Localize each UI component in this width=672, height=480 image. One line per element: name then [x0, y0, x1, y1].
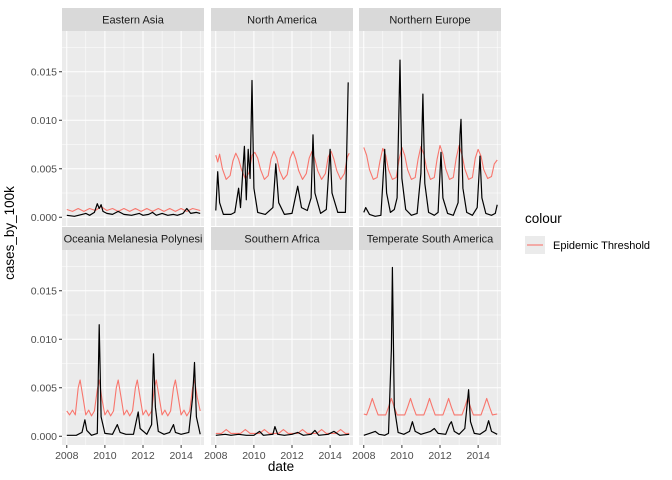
- y-tick-label: 0.015: [31, 66, 57, 78]
- x-tick-label: 2010: [242, 450, 266, 462]
- x-tick-label: 2008: [352, 450, 376, 462]
- legend-title: colour: [525, 211, 562, 226]
- panel-background: [211, 31, 353, 226]
- x-tick-label: 2010: [93, 450, 117, 462]
- facet-strip: [359, 227, 501, 250]
- panel-background: [62, 31, 204, 226]
- x-tick-label: 2012: [131, 450, 155, 462]
- series-line-epidemic-threshold: [66, 206, 201, 212]
- series-line-epidemic-threshold: [215, 150, 350, 180]
- y-axis-title: cases_by_100k: [2, 186, 17, 280]
- facet-panels: Eastern Asia North America Northern Europe…: [62, 8, 501, 445]
- facet-eastern-asia: Eastern Asia: [62, 8, 204, 226]
- y-tick-label: 0.005: [31, 163, 57, 175]
- axes: 0.000 0.005 0.010 0.015 0.000 0.005 0.010 0.015…: [31, 66, 490, 462]
- facet-strip: [211, 227, 353, 250]
- x-tick-label: 2014: [466, 450, 490, 462]
- facet-strip-label: North America: [247, 15, 318, 27]
- y-tick-label: 0.000: [31, 431, 57, 443]
- x-tick-label: 2010: [390, 450, 414, 462]
- facet-strip: [62, 227, 204, 250]
- y-tick-label: 0.005: [31, 382, 57, 394]
- facet-strip: [62, 8, 204, 31]
- facet-strip: [359, 8, 501, 31]
- facet-strip-label: Southern Africa: [244, 234, 320, 246]
- facet-northern-europe: Northern Europe: [359, 8, 501, 226]
- series-line-cases: [215, 426, 350, 436]
- legend-label-epidemic-threshold: Epidemic Threshold: [553, 240, 650, 252]
- x-tick-label: 2012: [280, 450, 304, 462]
- series-line-cases: [66, 324, 201, 436]
- y-tick-label: 0.015: [31, 285, 57, 297]
- series-line-cases: [363, 266, 498, 436]
- facet-strip-label: Northern Europe: [389, 15, 470, 27]
- x-tick-label: 2014: [318, 450, 342, 462]
- series-line-cases: [363, 59, 498, 217]
- facet-north-america: North America: [211, 8, 353, 226]
- panel-background: [62, 250, 204, 445]
- y-tick-label: 0.000: [31, 212, 57, 224]
- series-line-cases: [66, 203, 201, 217]
- facet-strip-label: Eastern Asia: [102, 15, 165, 27]
- series-line-epidemic-threshold: [363, 397, 498, 416]
- facet-oceania-melanesia-polynesi: Oceania Melanesia Polynesi: [62, 227, 204, 445]
- panel-background: [359, 250, 501, 445]
- x-tick-label: 2014: [169, 450, 193, 462]
- x-tick-label: 2008: [204, 450, 228, 462]
- x-tick-label: 2008: [55, 450, 79, 462]
- facet-southern-africa: Southern Africa: [211, 227, 353, 445]
- facet-strip-label: Oceania Melanesia Polynesi: [64, 234, 203, 246]
- x-tick-label: 2012: [428, 450, 452, 462]
- x-axis-title: date: [268, 459, 294, 474]
- series-line-epidemic-threshold: [66, 379, 201, 417]
- y-tick-label: 0.010: [31, 115, 57, 127]
- facet-strip: [211, 8, 353, 31]
- legend: colour Epidemic Threshold: [525, 211, 650, 254]
- panel-background: [211, 250, 353, 445]
- series-line-epidemic-threshold: [363, 144, 498, 180]
- facet-strip-label: Temperate South America: [367, 234, 494, 246]
- panel-background: [359, 31, 501, 226]
- series-line-cases: [215, 79, 349, 215]
- y-tick-label: 0.010: [31, 334, 57, 346]
- facet-temperate-south-america: Temperate South America: [359, 227, 501, 445]
